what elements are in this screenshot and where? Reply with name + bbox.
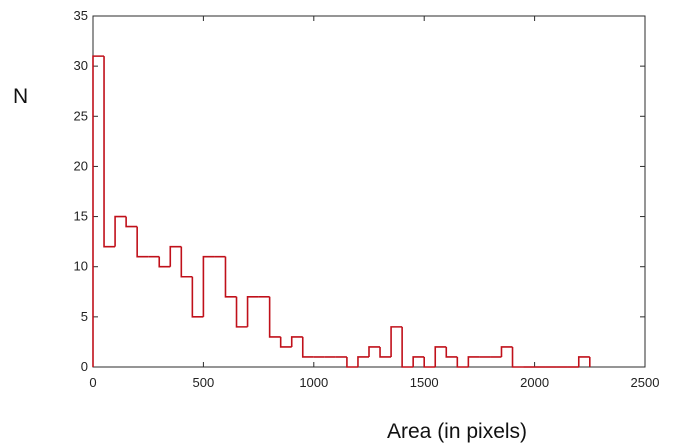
y-tick-label: 25 [74,108,88,123]
histogram-bin [290,336,303,347]
histogram-bin [467,356,480,367]
histogram-bin [136,226,149,258]
histogram-bin [379,346,392,358]
histogram-bin [125,216,138,228]
histogram-bin [301,336,314,358]
histogram-bin [224,256,237,298]
x-tick-label: 0 [89,375,96,390]
plot-frame [92,15,646,368]
y-tick-label: 30 [74,58,88,73]
x-tick-label: 1000 [299,375,328,390]
histogram-bin [246,296,259,327]
tick-labels: 0 500 1000 1500 2000 2500 0 5 10 15 20 25 30 35 [74,8,660,390]
histogram-bin [346,356,358,368]
histogram-bin [368,346,381,357]
histogram-bin [92,55,105,367]
histogram-bin [357,356,369,367]
y-tick-label: 35 [74,8,88,23]
histogram-bin [180,246,193,278]
histogram-bin [456,356,469,368]
x-tick-label: 2500 [631,375,660,390]
x-tick-label: 2000 [520,375,549,390]
histogram-bin [423,356,436,368]
histogram-bin [445,346,458,358]
histogram-bin [202,255,215,317]
histogram-bin [169,245,182,267]
y-tick-label: 10 [74,259,88,274]
histogram-steps [92,55,591,368]
histogram-bin [401,326,414,368]
y-axis-label: N [13,85,28,108]
y-tick-label: 5 [81,309,88,324]
histogram-bin [191,276,204,318]
histogram-bin [412,356,425,367]
histogram-bin [390,326,403,357]
x-tick-label: 1500 [410,375,439,390]
histogram-bin [158,256,171,268]
y-tick-label: 20 [74,158,88,173]
histogram-bin [500,346,513,357]
histogram-bin [511,346,524,368]
histogram-bin [235,296,248,328]
histogram-bin [279,336,292,348]
x-tick-label: 500 [193,375,215,390]
histogram-bin [103,56,116,248]
histogram-bin [577,356,590,367]
histogram-bin [268,296,281,338]
y-tick-label: 0 [81,359,88,374]
tick-marks [92,15,646,368]
histogram-bin [114,215,127,247]
x-axis-label: Area (in pixels) [387,420,527,443]
histogram-bin [434,346,447,367]
y-tick-label: 15 [74,209,88,224]
